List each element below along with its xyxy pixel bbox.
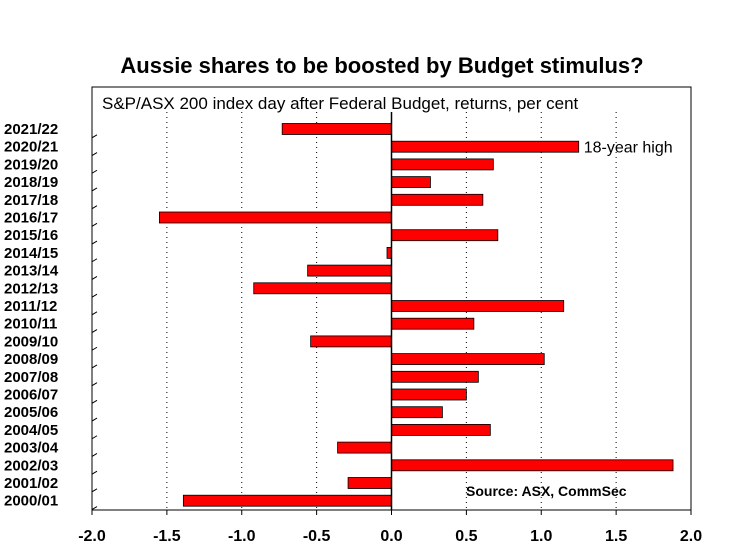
x-tick-label: -0.5	[303, 528, 331, 545]
category-label: 2014/15	[4, 245, 58, 262]
x-tick-label: 0.5	[455, 528, 477, 545]
bar-2000-01	[182, 494, 392, 507]
x-tick-label: 1.5	[605, 528, 627, 545]
bar-2006-07	[391, 388, 467, 401]
bar-2010-11	[391, 317, 475, 330]
category-label: 2007/08	[4, 369, 58, 386]
y-tick	[91, 488, 98, 493]
category-label: 2017/18	[4, 192, 58, 209]
category-label: 2019/20	[4, 156, 58, 173]
bar-2001-02	[347, 477, 392, 489]
chart-subtitle: S&P/ASX 200 index day after Federal Budg…	[102, 94, 579, 113]
y-tick	[91, 169, 98, 174]
category-labels: 2021/222020/212019/202018/192017/182016/…	[4, 121, 98, 510]
category-label: 2005/06	[4, 404, 58, 421]
bar-2013-14	[307, 264, 392, 277]
annotation-18-year-high: 18-year high	[584, 140, 673, 157]
bar-2020-21	[391, 140, 580, 153]
bar-2011-12	[391, 300, 565, 312]
y-tick	[91, 399, 98, 404]
category-label: 2004/05	[4, 422, 58, 439]
y-tick	[91, 382, 98, 387]
y-tick	[91, 346, 98, 351]
y-tick	[91, 187, 98, 192]
category-label: 2009/10	[4, 333, 58, 350]
bar-2019-20	[391, 158, 494, 171]
category-label: 2008/09	[4, 351, 58, 368]
bar-2021-22	[281, 123, 392, 135]
y-tick	[91, 293, 98, 298]
y-tick	[91, 470, 98, 475]
y-tick	[91, 435, 98, 440]
source-note: Source: ASX, CommSec	[466, 483, 627, 499]
bar-2007-08	[391, 370, 479, 383]
y-tick	[91, 222, 98, 227]
x-tick-label: 0.0	[380, 528, 402, 545]
y-tick	[91, 240, 98, 245]
bar-2018-19	[391, 176, 431, 189]
bar-2005-06	[391, 406, 443, 419]
bar-2015-16	[391, 229, 499, 242]
y-tick	[91, 205, 98, 210]
x-tick-label: -2.0	[78, 528, 106, 545]
y-tick	[91, 453, 98, 457]
bars	[158, 123, 674, 507]
bar-2008-09	[391, 353, 545, 366]
y-tick	[91, 329, 98, 333]
category-label: 2003/04	[4, 440, 59, 457]
bar-2003-04	[337, 441, 392, 454]
y-tick	[91, 417, 98, 422]
x-tick-label: -1.5	[153, 528, 181, 545]
y-tick	[91, 152, 98, 156]
y-tick	[91, 506, 98, 510]
bar-2009-10	[310, 335, 392, 348]
x-axis: -2.0 -1.5 -1.0 -0.5 0.0 0.5 1.0 1.5 2.0	[78, 510, 702, 545]
category-label: 2015/16	[4, 227, 58, 244]
category-label: 2006/07	[4, 387, 58, 404]
y-tick	[91, 258, 98, 263]
y-tick	[91, 134, 98, 139]
bar-2012-13	[253, 282, 392, 295]
category-label: 2018/19	[4, 174, 58, 191]
y-tick	[91, 364, 98, 369]
bar-2004-05	[391, 423, 491, 436]
category-label: 2010/11	[4, 316, 57, 333]
category-label: 2016/17	[4, 210, 58, 227]
category-label: 2000/01	[4, 493, 58, 510]
category-label: 2002/03	[4, 457, 58, 474]
category-label: 2021/22	[4, 121, 58, 138]
x-tick-label: 2.0	[680, 528, 702, 545]
bar-2002-03	[391, 459, 674, 472]
x-tick-label: -1.0	[228, 528, 256, 545]
bar-2017-18	[391, 193, 484, 206]
category-label: 2020/21	[4, 139, 58, 156]
category-label: 2012/13	[4, 280, 58, 297]
x-tick-label: 1.0	[530, 528, 552, 545]
category-label: 2001/02	[4, 475, 58, 492]
chart-title: Aussie shares to be boosted by Budget st…	[120, 53, 643, 78]
y-tick	[91, 311, 98, 316]
category-label: 2013/14	[4, 263, 59, 280]
bar-2016-17	[158, 211, 392, 224]
category-label: 2011/12	[4, 298, 57, 315]
y-tick	[91, 276, 98, 280]
